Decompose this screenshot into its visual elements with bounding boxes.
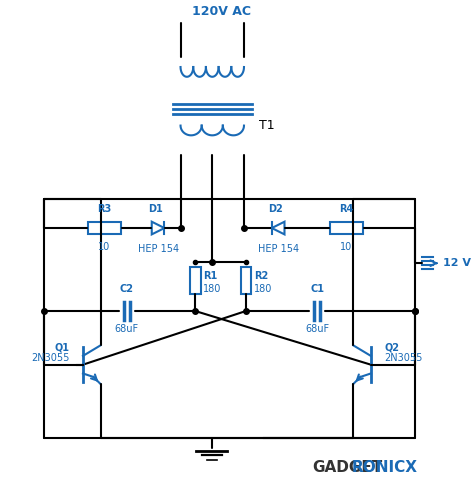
Text: 68uF: 68uF <box>305 324 329 334</box>
Text: R2: R2 <box>254 271 268 281</box>
Text: R1: R1 <box>203 271 217 281</box>
Bar <box>190 267 201 295</box>
Text: Q1: Q1 <box>55 342 69 352</box>
Text: R3: R3 <box>97 204 111 214</box>
Text: RONICX: RONICX <box>352 460 418 475</box>
Text: 180: 180 <box>203 284 221 294</box>
Text: HEP 154: HEP 154 <box>257 243 299 254</box>
Text: C1: C1 <box>310 284 324 295</box>
Text: 10: 10 <box>98 242 110 252</box>
Text: Q2: Q2 <box>384 342 400 352</box>
Text: T1: T1 <box>259 119 274 132</box>
Text: 120V AC: 120V AC <box>192 5 251 18</box>
Text: 12 V: 12 V <box>443 258 471 268</box>
Text: HEP 154: HEP 154 <box>137 243 179 254</box>
Text: D1: D1 <box>148 204 163 214</box>
Bar <box>330 222 363 234</box>
Text: C2: C2 <box>120 284 134 295</box>
Text: 180: 180 <box>254 284 272 294</box>
Text: 68uF: 68uF <box>115 324 139 334</box>
Text: R4: R4 <box>339 204 354 214</box>
Text: GADGET: GADGET <box>312 460 383 475</box>
Text: D2: D2 <box>268 204 283 214</box>
Bar <box>88 222 121 234</box>
Text: 2N3055: 2N3055 <box>31 353 69 363</box>
Text: 10: 10 <box>340 242 353 252</box>
Text: 2N3055: 2N3055 <box>384 353 423 363</box>
Bar <box>241 267 251 295</box>
